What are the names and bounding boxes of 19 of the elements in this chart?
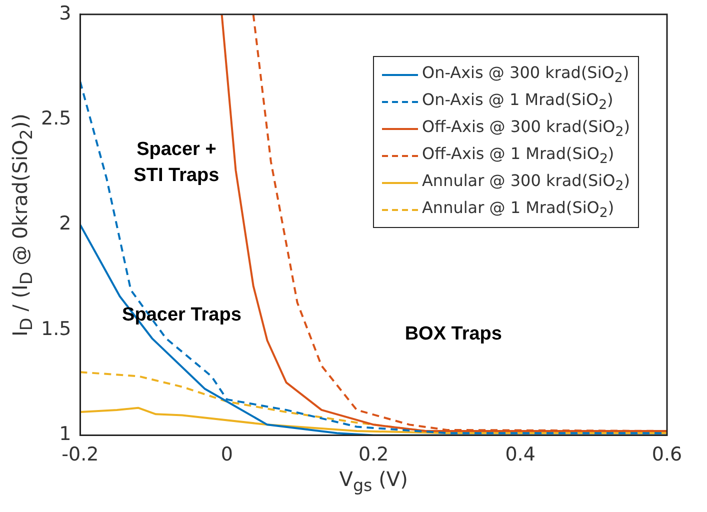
x-axis-title: V$_{gs}$ (V) <box>339 467 408 496</box>
annotation: BOX Traps <box>404 323 502 344</box>
y-tick-label: 1.5 <box>41 318 72 340</box>
annotation: Spacer + STI Traps <box>134 138 220 186</box>
y-tick-label: 3 <box>59 2 72 24</box>
legend-label: Annular @ 1 Mrad(SiO$_{2}$) <box>422 198 614 222</box>
legend-label: On-Axis @ 300 krad(SiO$_{2}$) <box>422 63 630 86</box>
legend-label: Annular @ 300 krad(SiO$_{2}$) <box>422 171 630 194</box>
legend-label: Off-Axis @ 300 krad(SiO$_{2}$) <box>422 117 630 140</box>
y-tick-label: 2.5 <box>41 108 72 130</box>
x-tick-label: 0.2 <box>358 444 389 466</box>
x-tick-label: 0.6 <box>652 444 682 466</box>
y-tick-label: 1 <box>59 423 72 446</box>
y-tick-label: 2 <box>59 212 72 235</box>
x-tick-label: 0.4 <box>505 444 536 466</box>
x-tick-label: 0 <box>220 444 233 466</box>
x-tick-label: -0.2 <box>62 444 99 466</box>
legend-label: Off-Axis @ 1 Mrad(SiO$_{2}$) <box>422 144 614 168</box>
legend-label: On-Axis @ 1 Mrad(SiO$_{2}$) <box>422 90 614 114</box>
